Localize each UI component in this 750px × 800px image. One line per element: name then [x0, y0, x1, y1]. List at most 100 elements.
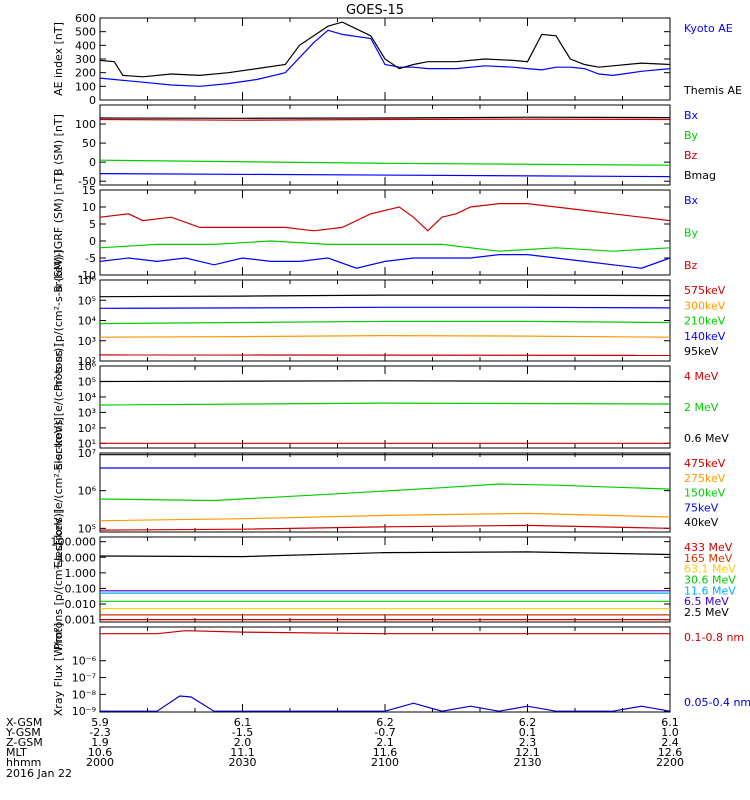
- legend-entry: 75keV: [684, 501, 719, 514]
- y-axis-label: AE index [nT]: [52, 22, 65, 96]
- series-line: [99, 203, 671, 232]
- panel-7: 0.001 0.010 0.100 1.000 10.000 100.000Protons…: [51, 509, 737, 650]
- y-tick-label: 200: [75, 67, 96, 80]
- y-axis-label: Xray Flux [W/m²]: [52, 623, 65, 716]
- footer-value: 2.4: [661, 736, 679, 749]
- footer-value: 0.1: [519, 726, 537, 739]
- footer-value: 12.1: [515, 746, 540, 759]
- y-tick-label: 600: [75, 12, 96, 25]
- legend-entry: By: [684, 129, 699, 142]
- y-axis-label: B (SM) [nT]: [52, 114, 65, 176]
- legend-entry: Themis AE: [683, 84, 742, 97]
- legend-entry: 210keV: [684, 315, 726, 328]
- footer-value: 12.6: [658, 746, 683, 759]
- y-tick-label: 10³: [78, 335, 96, 348]
- legend-entry: 30.6 MeV: [684, 574, 736, 587]
- y-tick-label: 10²: [78, 422, 96, 435]
- y-tick-label: 10⁻⁹: [72, 705, 96, 718]
- footer-value: 2.0: [234, 736, 252, 749]
- legend-entry: 575keV: [684, 284, 726, 297]
- series-line: [99, 159, 671, 166]
- y-tick-label: 1.000: [65, 567, 97, 580]
- footer-row-label: X-GSM: [6, 716, 42, 729]
- y-axis-label: B (SM)-IGRF (SM) [nT]: [52, 172, 65, 292]
- series-line: [99, 320, 671, 325]
- y-tick-label: 10⁴: [78, 391, 97, 404]
- y-tick-label: 15: [82, 184, 96, 197]
- footer-value: 5.9: [91, 716, 109, 729]
- y-tick-label: 0.001: [65, 614, 97, 627]
- y-tick-label: 10⁴: [78, 315, 97, 328]
- y-tick-label: 0.010: [65, 598, 97, 611]
- y-tick-label: 10⁻⁷: [72, 672, 96, 685]
- y-tick-label: -10: [78, 269, 96, 282]
- legend-entry: Bz: [684, 149, 698, 162]
- footer-row-label: Y-GSM: [5, 726, 41, 739]
- series-line: [99, 116, 671, 119]
- series-line: [99, 29, 671, 87]
- y-tick-label: 500: [75, 26, 96, 39]
- y-tick-label: 0: [89, 235, 96, 248]
- y-tick-label: -50: [78, 175, 96, 188]
- legend-entry: Bmag: [684, 169, 716, 182]
- y-tick-label: 10⁶: [78, 485, 97, 498]
- legend-entry: Bx: [684, 109, 699, 122]
- footer-value: 2.3: [519, 736, 537, 749]
- y-tick-label: 10³: [78, 406, 96, 419]
- legend-entry: 433 MeV: [684, 541, 733, 554]
- y-tick-label: 10⁷: [78, 447, 96, 460]
- panel-frame: [99, 626, 671, 713]
- y-tick-label: 10⁻⁶: [72, 655, 97, 668]
- series-line: [99, 551, 671, 558]
- y-tick-label: 10⁵: [78, 294, 96, 307]
- legend-entry: By: [684, 227, 699, 240]
- footer-value: 6.2: [519, 716, 537, 729]
- legend-entry: Kyoto AE: [684, 22, 733, 35]
- y-axis-label: Electrons [e/(cm²-s-sr-keV)]: [52, 417, 65, 568]
- footer-value: -1.5: [232, 726, 253, 739]
- footer-value: 6.1: [234, 716, 252, 729]
- panel-4: 10² 10³ 10⁴ 10⁵ 10⁶ Protons [p/(cm²-s-sr-keV)…: [52, 250, 726, 391]
- legend-entry: 140keV: [684, 330, 726, 343]
- legend-entry: 2.5 MeV: [684, 606, 729, 619]
- footer-value: 2.1: [376, 736, 394, 749]
- footer-value: 1.9: [91, 736, 109, 749]
- series-line: [99, 402, 671, 406]
- footer-date: 2016 Jan 22: [6, 767, 72, 780]
- series-line: [100, 695, 671, 712]
- series-line: [99, 380, 671, 383]
- y-tick-label: 10⁵: [78, 522, 96, 535]
- legend-entry: 63.1 MeV: [684, 563, 736, 576]
- footer-value: 11.1: [230, 746, 255, 759]
- series-line: [99, 21, 671, 78]
- y-tick-label: 10.000: [58, 551, 97, 564]
- footer-value: 2100: [371, 756, 399, 769]
- legend-entry: 2 MeV: [684, 401, 719, 414]
- footer-value: 2030: [229, 756, 257, 769]
- footer-value: 10.6: [88, 746, 113, 759]
- series-line: [99, 512, 671, 522]
- legend-entry: 475keV: [684, 457, 726, 470]
- legend-entry: 300keV: [684, 299, 726, 312]
- footer-value: 6.1: [661, 716, 679, 729]
- footer-value: -0.7: [374, 726, 395, 739]
- series-line: [99, 483, 671, 502]
- figure-title: GOES-15: [346, 3, 404, 18]
- y-axis-label: Electrons [e/(cm²-s-sr)]: [52, 343, 65, 470]
- y-tick-label: 10²: [78, 355, 96, 368]
- legend-entry: 11.6 MeV: [684, 584, 736, 597]
- legend-entry: 4 MeV: [684, 370, 719, 383]
- series-line: [99, 354, 671, 356]
- y-tick-label: 0: [89, 94, 96, 107]
- y-axis-label: Protons [p/(cm²-s-sr-keV)]: [52, 509, 65, 650]
- footer-value: 11.6: [373, 746, 398, 759]
- legend-entry: 40keV: [684, 516, 719, 529]
- legend-entry: 0.6 MeV: [684, 432, 729, 445]
- panel-frame: [99, 365, 671, 449]
- panel-frame: [99, 189, 671, 276]
- panel-5: 10¹ 10² 10³ 10⁴ 10⁵ 10⁶ Electrons [e/(cm²-s-sr…: [52, 343, 729, 470]
